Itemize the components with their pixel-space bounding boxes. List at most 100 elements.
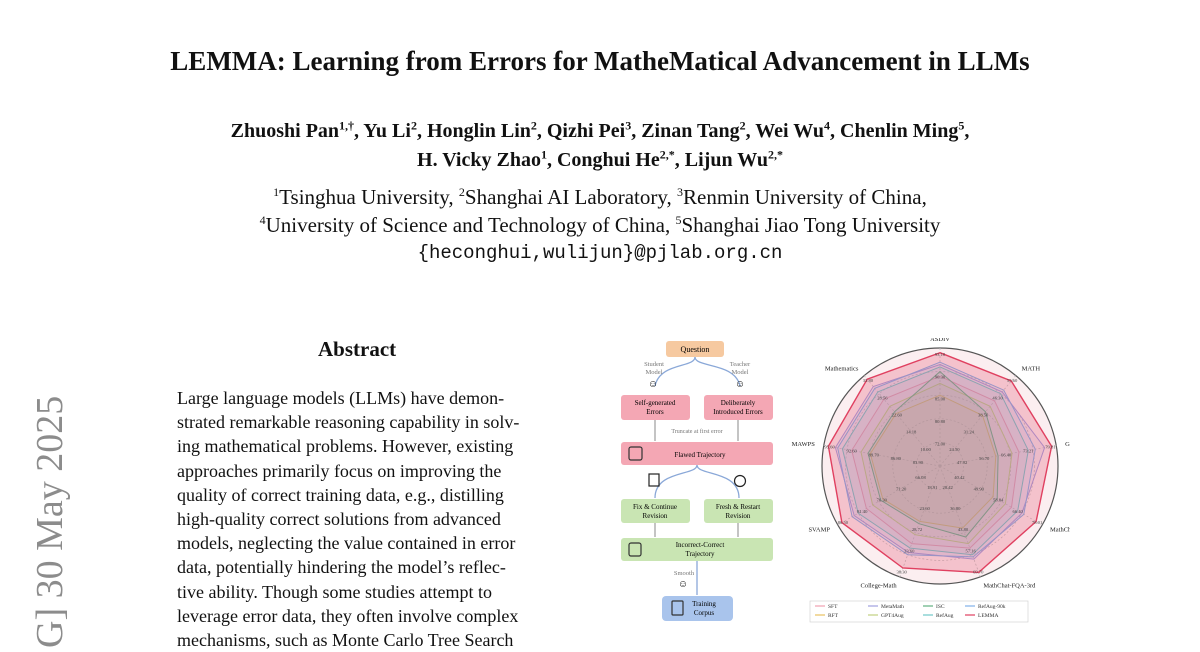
radar-tick-label: 89.70 (869, 452, 880, 457)
smooth-icon: ☺ (678, 579, 688, 590)
incorrect-correct-line1: Incorrect-Correct (676, 541, 725, 549)
radar-series-lemma (827, 351, 1053, 574)
author-name: H. Vicky Zhao (417, 149, 541, 171)
radar-tick-label: 18.91 (927, 485, 938, 490)
affiliation-superscript: 3 (677, 185, 683, 199)
abstract-line: approaches primarily focus on improving … (177, 460, 502, 481)
author-superscript: 5 (958, 118, 965, 133)
fix-continue-line2: Revision (643, 512, 668, 520)
radar-legend: SFT RFT MetaMath GPT4Aug ISC RefAug RefAug-90k… (809, 600, 1029, 623)
radar-tick-label: 56.70 (979, 456, 990, 461)
arxiv-stamp: G] 30 May 2025 (29, 395, 71, 648)
radar-tick-label: 92.60 (847, 448, 858, 453)
radar-axis-label: MathChat-FQA-3rd (983, 582, 1036, 589)
affiliation-separator: , (921, 185, 927, 209)
deliberate-errors-line2: Introduced Errors (713, 408, 763, 416)
legend-label: RefAug (936, 612, 954, 619)
radar-tick-label: 28.72 (912, 527, 923, 532)
abstract-line: quality of correct training data, e.g., … (177, 484, 504, 505)
author-name: Wei Wu (755, 120, 824, 142)
affiliation-separator: , (448, 185, 459, 209)
radar-tick-label: 66.08 (915, 475, 926, 480)
overview-figure: Question Student Model Teacher Model ☺ ☺… (600, 336, 1088, 628)
radar-tick-label: 23.60 (920, 506, 931, 511)
author-name: Conghui He (556, 149, 660, 171)
radar-tick-label: 49.90 (974, 486, 985, 491)
affiliation-superscript: 2 (458, 185, 465, 199)
radar-axis-label: Mathematics (825, 366, 859, 373)
arrow-fix (654, 464, 698, 499)
legend-label: SFT (828, 604, 838, 610)
figure-svg: Question Student Model Teacher Model ☺ ☺… (621, 336, 1088, 623)
affiliation-superscript: 1 (273, 185, 280, 199)
radar-tick-label: 36.80 (950, 506, 961, 511)
edit-icon (648, 473, 660, 487)
training-corpus-line2: Corpus (694, 609, 715, 617)
author-superscript: 1,† (339, 118, 355, 133)
question-box (666, 341, 724, 357)
student-icon: ☺ (648, 379, 658, 390)
radar-tick-label: 38.30 (897, 569, 908, 574)
radar-tick-label: 28.42 (943, 485, 954, 490)
training-corpus-line1: Training (692, 600, 716, 608)
affiliation-superscript: 5 (675, 213, 682, 227)
radar-grid-ring (892, 418, 988, 514)
author-separator: , (631, 120, 642, 142)
fresh-restart-line1: Fresh & Restart (716, 503, 760, 511)
radar-tick-label: 69.70 (973, 569, 984, 574)
radar-tick-label: 28.56 (877, 395, 888, 400)
radar-tick-label: 10.00 (920, 447, 931, 452)
radar-axis-label: MathChat-EC (1050, 527, 1070, 534)
author-separator: , (964, 120, 970, 142)
legend-frame (809, 600, 1029, 623)
truncate-label: Truncate at first error (671, 428, 722, 435)
radar-tick-label: 43.80 (958, 527, 969, 532)
author-separator: , (416, 120, 427, 142)
radar-tick-label: 38.50 (978, 413, 989, 418)
radar-tick-label: 66.40 (1013, 509, 1024, 514)
radar-tick-label: 58.84 (993, 498, 1004, 503)
paper-title: LEMMA: Learning from Errors for MatheMat… (170, 46, 1030, 76)
radar-tick-label: 85.00 (935, 397, 946, 402)
radar-tick-label: 95.60 (824, 445, 835, 450)
legend-label: MetaMath (881, 604, 904, 610)
author-name: Chenlin Ming (840, 120, 959, 142)
self-errors-line2: Errors (646, 408, 664, 416)
affiliation-name: Renmin University of China (683, 185, 922, 209)
radar-tick-label: 86.80 (891, 456, 902, 461)
radar-series-gpt4aug (860, 382, 1013, 545)
document-icon (628, 446, 643, 461)
radar-axis-label: MATH (1022, 366, 1041, 373)
smooth-label: Smooth (674, 570, 695, 577)
radar-series-rft (869, 394, 997, 529)
radar-tick-label: 90.30 (935, 374, 946, 379)
radar-tick-label: 66.40 (1001, 452, 1012, 457)
radar-chart: 93.10 90.30 85.00 80.80 72.00 55.60 46.30 38.50… (792, 336, 1088, 589)
teacher-icon: ☺ (735, 379, 745, 390)
author-superscript: 3 (625, 118, 632, 133)
affiliation-separator: , (665, 213, 676, 237)
radar-tick-label: 46.30 (992, 395, 1003, 400)
radar-series-refaug-90k (837, 361, 1036, 558)
abstract-line: strated remarkable reasoning capability … (177, 412, 520, 433)
author-name: Honglin Lin (426, 120, 531, 142)
affiliation-line-1: 1Tsinghua University, 2Shanghai AI Labor… (0, 183, 1200, 211)
author-superscript: 4 (824, 118, 830, 133)
teacher-model-line2: Model (732, 369, 749, 376)
legend-label: RFT (828, 613, 839, 619)
abstract-line: ing mathematical problems. However, exis… (177, 436, 514, 457)
affiliation-superscript: 4 (259, 213, 266, 227)
author-superscript: 2 (530, 118, 537, 133)
legend-label: GPT4Aug (881, 613, 904, 619)
student-model-line1: Student (644, 361, 664, 368)
radar-tick-label: 81.40 (857, 509, 868, 514)
affiliation-line-2: 4University of Science and Technology of… (0, 211, 1200, 239)
abstract-line: mechanisms, such as Monte Carlo Tree Sea… (177, 630, 514, 651)
radar-tick-label: 22.60 (892, 413, 903, 418)
author-line-2: H. Vicky Zhao1, Conghui He2,*, Lijun Wu2… (0, 146, 1200, 175)
self-errors-box (621, 395, 690, 420)
question-label: Question (681, 345, 710, 354)
radar-tick-label: 14.18 (906, 430, 917, 435)
abstract-line: models, neglecting the value contained i… (177, 533, 516, 554)
radar-tick-label: 86.50 (838, 520, 849, 525)
